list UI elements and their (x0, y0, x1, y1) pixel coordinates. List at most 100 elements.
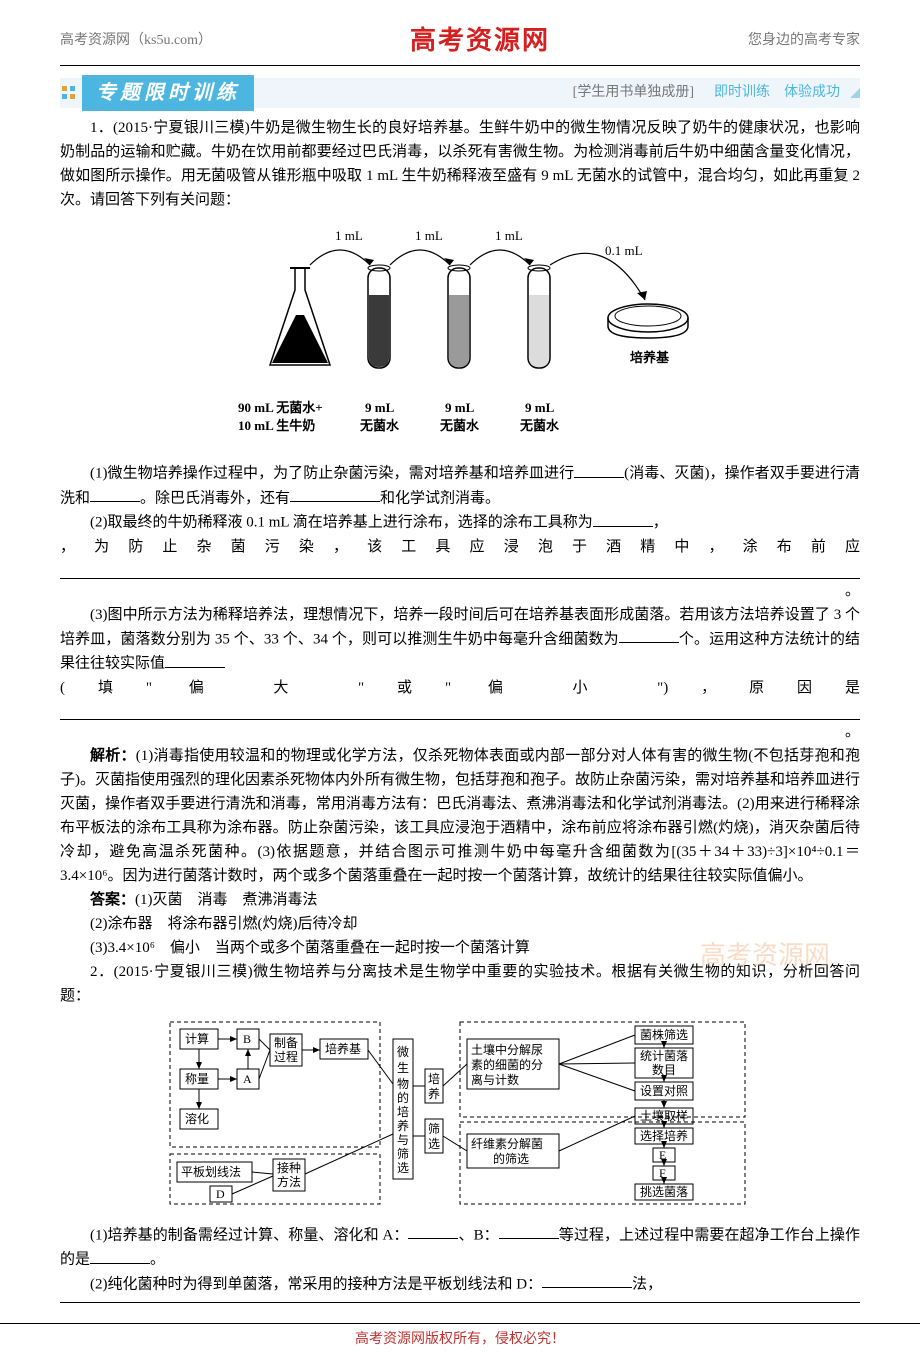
svg-text:的: 的 (397, 1090, 409, 1105)
svg-text:养: 养 (397, 1118, 409, 1133)
long-blank (60, 702, 860, 720)
svg-text:A: A (243, 1072, 252, 1086)
banner-subtitle: [学生用书单独成册] (573, 82, 714, 104)
blank (542, 1272, 632, 1289)
svg-text:平板划线法: 平板划线法 (181, 1165, 241, 1179)
blank (408, 1223, 458, 1240)
svg-text:纤维素分解菌: 纤维素分解菌 (471, 1137, 543, 1151)
svg-text:与: 与 (397, 1133, 409, 1147)
svg-text:微: 微 (397, 1045, 409, 1059)
tube-2-icon (448, 265, 470, 368)
q2-2a: (2)纯化菌种时为得到单菌落，常采用的接种方法是平板划线法和 D： (90, 1276, 542, 1292)
svg-text:溶化: 溶化 (185, 1111, 209, 1126)
header-right: 您身边的高考专家 (748, 29, 860, 49)
q1-1d: 和化学试剂消毒。 (380, 490, 500, 506)
q1-2-line2: ，为防止杂菌污染，该工具应浸泡于酒精中，涂布前应 (60, 535, 860, 559)
q2-1a: (1)培养基的制备需经过计算、称量、溶化和 A： (90, 1227, 408, 1243)
svg-text:计算: 计算 (185, 1031, 209, 1046)
banner-right: 即时训练 体验成功 (714, 82, 850, 104)
q2-1b: 、B： (458, 1227, 498, 1243)
q1-3: (3)图中所示方法为稀释培养法，理想情况下，培养一段时间后可在培养基表面形成菌落… (60, 603, 860, 676)
svg-text:生: 生 (397, 1061, 409, 1075)
svg-text:F: F (659, 1166, 666, 1180)
analysis-text: (1)消毒指使用较温和的物理或化学方法，仅杀死物体表面或内部一部分对人体有害的微… (60, 748, 860, 884)
ans1: (1)灭菌 消毒 煮沸消毒法 (135, 892, 318, 908)
svg-text:选: 选 (397, 1161, 409, 1175)
tube3-bot: 无菌水 (519, 418, 560, 433)
flask-icon (270, 268, 330, 365)
footer-text: 高考资源网版权所有，侵权必究！ (355, 1332, 565, 1347)
dish-icon (608, 304, 688, 338)
q1-answer-1: 答案：(1)灭菌 消毒 煮沸消毒法 (60, 888, 860, 912)
analysis-label: 解析： (90, 747, 136, 764)
svg-text:养: 养 (428, 1086, 440, 1101)
q2-2: (2)纯化菌种时为得到单菌落，常采用的接种方法是平板划线法和 D： 法， (60, 1272, 860, 1297)
answer-label: 答案： (90, 891, 135, 908)
footer: 高考资源网版权所有，侵权必究！ (0, 1323, 920, 1352)
svg-text:土壤取样: 土壤取样 (640, 1108, 688, 1123)
q1-3c: (填" 偏 大 "或" 偏 小 ")，原因是 (60, 680, 860, 696)
q1-1c: 。除巴氏消毒外，还有 (140, 490, 290, 506)
svg-text:方法: 方法 (277, 1174, 301, 1189)
q2-diagram: 计算 B 制备过程 培养基 称量 A 溶化 平板划线法 接种方法 D (60, 1014, 860, 1217)
svg-text:挑选菌落: 挑选菌落 (640, 1185, 688, 1199)
svg-text:培: 培 (428, 1071, 440, 1086)
q2-1d: 。 (150, 1252, 165, 1268)
svg-text:素的细菌的分: 素的细菌的分 (471, 1057, 543, 1072)
q1-answer-3: (3)3.4×10⁶ 偏小 当两个或多个菌落重叠在一起时按一个菌落计算 (60, 936, 860, 960)
header-left: 高考资源网（ks5u.com） (60, 29, 212, 49)
svg-text:筛: 筛 (397, 1146, 409, 1161)
tube2-top: 9 mL (445, 400, 475, 415)
svg-text:统计菌落: 统计菌落 (640, 1049, 688, 1063)
q1-2c: 。 (845, 579, 860, 603)
blank (90, 1247, 150, 1264)
dots-icon (60, 84, 78, 102)
svg-text:设置对照: 设置对照 (640, 1084, 688, 1098)
q1-2a: (2)取最终的牛奶稀释液 0.1 mL 滴在培养基上进行涂布，选择的涂布工具称为 (90, 515, 593, 531)
blank (290, 486, 380, 503)
svg-text:培养基: 培养基 (325, 1041, 361, 1056)
svg-text:物: 物 (397, 1077, 409, 1091)
svg-text:E: E (659, 1148, 666, 1162)
blank (574, 461, 624, 478)
svg-text:离与计数: 离与计数 (471, 1072, 519, 1087)
d1-arrow-label-1: 1 mL (415, 228, 443, 243)
tube-3-icon (528, 265, 550, 368)
svg-text:接种: 接种 (277, 1160, 301, 1175)
tube1-bot: 无菌水 (359, 418, 400, 433)
d1-arrow-label-3: 0.1 mL (605, 243, 643, 258)
q2-stem: 2．(2015·宁夏银川三模)微生物培养与分离技术是生物学中重要的实验技术。根据… (60, 960, 860, 1008)
topic-banner: 专题限时训练 [学生用书单独成册] 即时训练 体验成功 (60, 78, 860, 108)
blank (90, 486, 140, 503)
q1-2: (2)取最终的牛奶稀释液 0.1 mL 滴在培养基上进行涂布，选择的涂布工具称为… (60, 510, 860, 535)
svg-text:D: D (216, 1187, 225, 1201)
topic-title: 专题限时训练 (82, 75, 254, 111)
q1-3d: 。 (845, 720, 860, 744)
svg-text:的筛选: 的筛选 (493, 1151, 529, 1166)
tube2-bot: 无菌水 (439, 418, 480, 433)
svg-text:培: 培 (397, 1104, 409, 1119)
blank (499, 1223, 559, 1240)
svg-text:选: 选 (428, 1137, 440, 1151)
svg-text:称量: 称量 (185, 1072, 209, 1086)
q1-2b: ，为防止杂菌污染，该工具应浸泡于酒精中，涂布前应 (60, 539, 860, 555)
svg-text:筛: 筛 (428, 1121, 440, 1136)
svg-text:数目: 数目 (652, 1062, 676, 1077)
flask-label-top: 90 mL 无菌水+ (238, 400, 323, 415)
svg-text:过程: 过程 (274, 1049, 298, 1064)
tube1-top: 9 mL (365, 400, 395, 415)
q1-stem: 1．(2015·宁夏银川三模)牛奶是微生物生长的良好培养基。生鲜牛奶中的微生物情… (60, 116, 860, 212)
svg-text:菌株筛选: 菌株筛选 (640, 1027, 688, 1042)
svg-text:土壤中分解尿: 土壤中分解尿 (471, 1042, 543, 1057)
corner-triangle-icon (850, 88, 860, 98)
blank (619, 627, 679, 644)
d1-arrow-label-2: 1 mL (495, 228, 523, 243)
q2-2b: 法， (632, 1276, 662, 1292)
page-header: 高考资源网（ks5u.com） 高考资源网 您身边的高考专家 (0, 0, 920, 65)
blank (165, 651, 225, 668)
svg-text:制备: 制备 (274, 1036, 298, 1050)
q1-3-line2: (填" 偏 大 "或" 偏 小 ")，原因是 (60, 676, 860, 700)
q1-1a: (1)微生物培养操作过程中，为了防止杂菌污染，需对培养基和培养皿进行 (90, 466, 574, 482)
tube3-top: 9 mL (525, 400, 555, 415)
flask-label-bottom: 10 mL 生牛奶 (238, 418, 315, 433)
